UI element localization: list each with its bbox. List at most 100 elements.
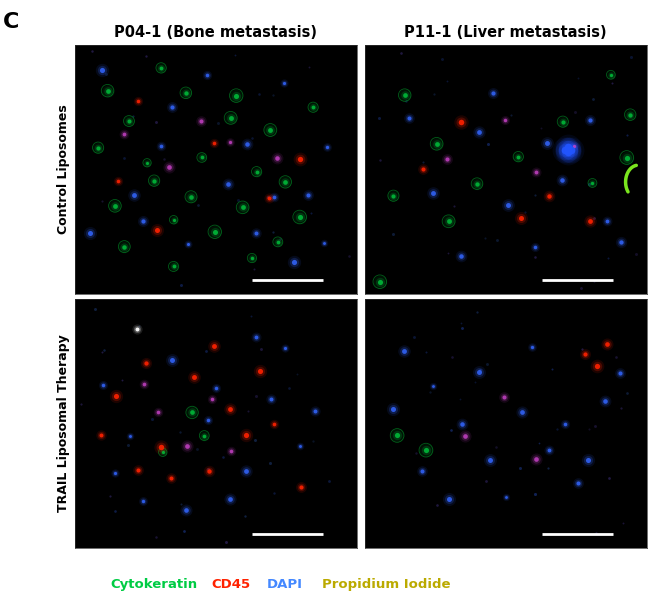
Point	[196, 153, 207, 162]
Point	[592, 362, 603, 371]
Point	[292, 370, 302, 379]
Point	[444, 494, 454, 504]
Point	[603, 253, 614, 263]
Point	[168, 262, 179, 271]
Point	[409, 332, 419, 342]
Point	[113, 176, 124, 186]
Point	[168, 262, 179, 271]
Point	[442, 155, 452, 164]
Point	[93, 143, 103, 152]
Point	[155, 141, 166, 150]
Point	[254, 89, 265, 98]
Point	[264, 193, 274, 203]
Point	[625, 110, 636, 119]
Point	[192, 444, 202, 453]
Point	[202, 70, 213, 80]
Point	[252, 167, 262, 177]
Point	[240, 430, 251, 440]
Point	[167, 355, 177, 365]
Point	[615, 368, 625, 377]
Point	[499, 392, 509, 401]
Point	[124, 116, 134, 126]
Point	[183, 239, 193, 249]
Point	[225, 494, 235, 503]
Point	[515, 214, 526, 223]
Point	[187, 408, 198, 418]
Point	[251, 332, 261, 341]
Point	[139, 379, 150, 389]
Point	[124, 431, 135, 440]
Point	[562, 143, 573, 152]
Point	[399, 346, 410, 356]
Point	[547, 364, 558, 373]
Point	[266, 394, 276, 403]
Point	[446, 425, 456, 435]
Point	[102, 86, 112, 95]
Point	[428, 381, 438, 391]
Point	[269, 192, 280, 201]
Text: Control Liposomes: Control Liposomes	[57, 105, 70, 234]
Point	[264, 193, 274, 203]
Point	[265, 125, 276, 135]
Point	[474, 127, 484, 137]
Point	[204, 466, 214, 476]
Point	[601, 216, 612, 226]
Point	[303, 190, 313, 199]
Point	[621, 389, 632, 398]
Point	[289, 257, 299, 267]
Point	[138, 496, 148, 506]
Point	[606, 70, 616, 80]
Point	[211, 383, 221, 393]
Point	[240, 466, 251, 476]
Point	[534, 438, 544, 448]
Point	[517, 408, 527, 418]
Point	[196, 153, 207, 162]
Point	[186, 192, 196, 201]
Point	[502, 200, 513, 210]
Point	[247, 253, 257, 263]
Point	[392, 431, 402, 440]
Point	[251, 228, 261, 238]
Text: P04-1 (Bone metastasis): P04-1 (Bone metastasis)	[114, 25, 317, 40]
Point	[124, 431, 135, 440]
Point	[604, 473, 614, 483]
Point	[474, 127, 484, 137]
Point	[131, 324, 142, 334]
Point	[474, 367, 484, 377]
Point	[616, 238, 627, 247]
Point	[199, 431, 209, 440]
Point	[616, 403, 626, 413]
Point	[562, 147, 573, 157]
Point	[472, 179, 482, 189]
Point	[231, 91, 241, 101]
Point	[265, 125, 276, 135]
Point	[134, 321, 144, 331]
Point	[124, 116, 134, 126]
Point	[455, 394, 465, 404]
Point	[207, 394, 218, 404]
Point	[96, 430, 107, 440]
Point	[566, 145, 576, 155]
Point	[392, 431, 402, 440]
Point	[129, 190, 139, 199]
Point	[142, 158, 152, 168]
Point	[580, 349, 590, 359]
Point	[306, 208, 316, 218]
Point	[157, 447, 168, 457]
Point	[560, 419, 570, 429]
Point	[166, 102, 177, 111]
Point	[141, 358, 151, 367]
Point	[469, 377, 480, 387]
Point	[600, 396, 610, 406]
Point	[142, 158, 152, 168]
Point	[156, 63, 166, 72]
Point	[98, 380, 108, 390]
Point	[124, 116, 134, 126]
Point	[374, 156, 385, 165]
Point	[442, 155, 452, 164]
Point	[587, 178, 597, 187]
Point	[168, 262, 179, 271]
Point	[296, 483, 306, 492]
Point	[294, 212, 305, 222]
Point	[307, 437, 318, 446]
